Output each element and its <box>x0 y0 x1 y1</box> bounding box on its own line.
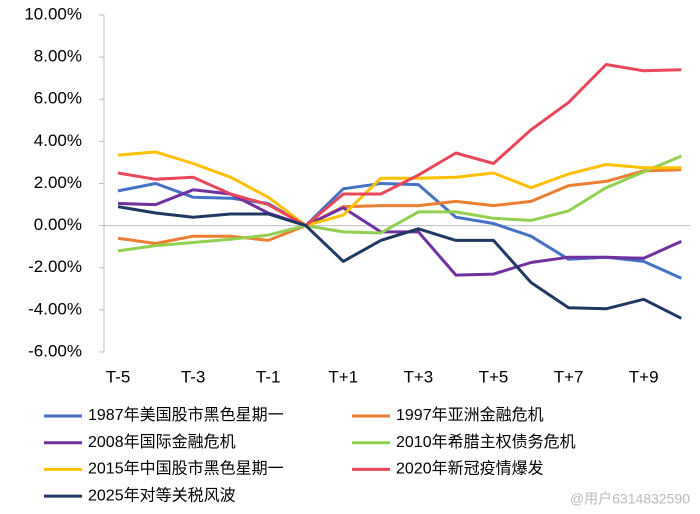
y-tick-label: 10.00% <box>24 4 82 23</box>
series-line <box>117 154 682 253</box>
watermark: @用户6314832590 <box>570 491 690 507</box>
legend-label: 1997年亚洲金融危机 <box>396 406 544 424</box>
y-tick-label: 2.00% <box>34 173 82 192</box>
y-tick-label: -2.00% <box>28 257 82 276</box>
y-tick-label: -4.00% <box>28 299 82 318</box>
y-tick-label: 4.00% <box>34 131 82 150</box>
series-line <box>117 63 682 228</box>
legend-label: 2010年希腊主权债务危机 <box>396 433 576 451</box>
legend-label: 2015年中国股市黑色星期一 <box>88 460 284 478</box>
x-tick-label: T-1 <box>256 367 281 386</box>
x-tick-label: T+1 <box>328 367 358 386</box>
x-tick-label: T+5 <box>479 367 509 386</box>
x-tick-label: T+9 <box>629 367 659 386</box>
legend-label: 2008年国际金融危机 <box>88 433 236 451</box>
series-line <box>117 150 682 228</box>
series-line <box>117 168 682 245</box>
series-line <box>117 188 682 277</box>
x-tick-label: T+7 <box>554 367 584 386</box>
y-tick-label: 8.00% <box>34 47 82 66</box>
legend-label: 2020年新冠疫情爆发 <box>396 459 544 478</box>
x-tick-label: T-5 <box>106 367 131 386</box>
x-tick-label: T+3 <box>404 367 434 386</box>
y-tick-label: 0.00% <box>34 215 82 234</box>
legend-label: 1987年美国股市黑色星期一 <box>88 406 284 424</box>
y-tick-label: -6.00% <box>28 341 82 360</box>
y-tick-label: 6.00% <box>34 89 82 108</box>
x-tick-label: T-3 <box>181 367 206 386</box>
series-line <box>117 205 682 320</box>
legend-label: 2025年对等关税风波 <box>88 486 236 504</box>
